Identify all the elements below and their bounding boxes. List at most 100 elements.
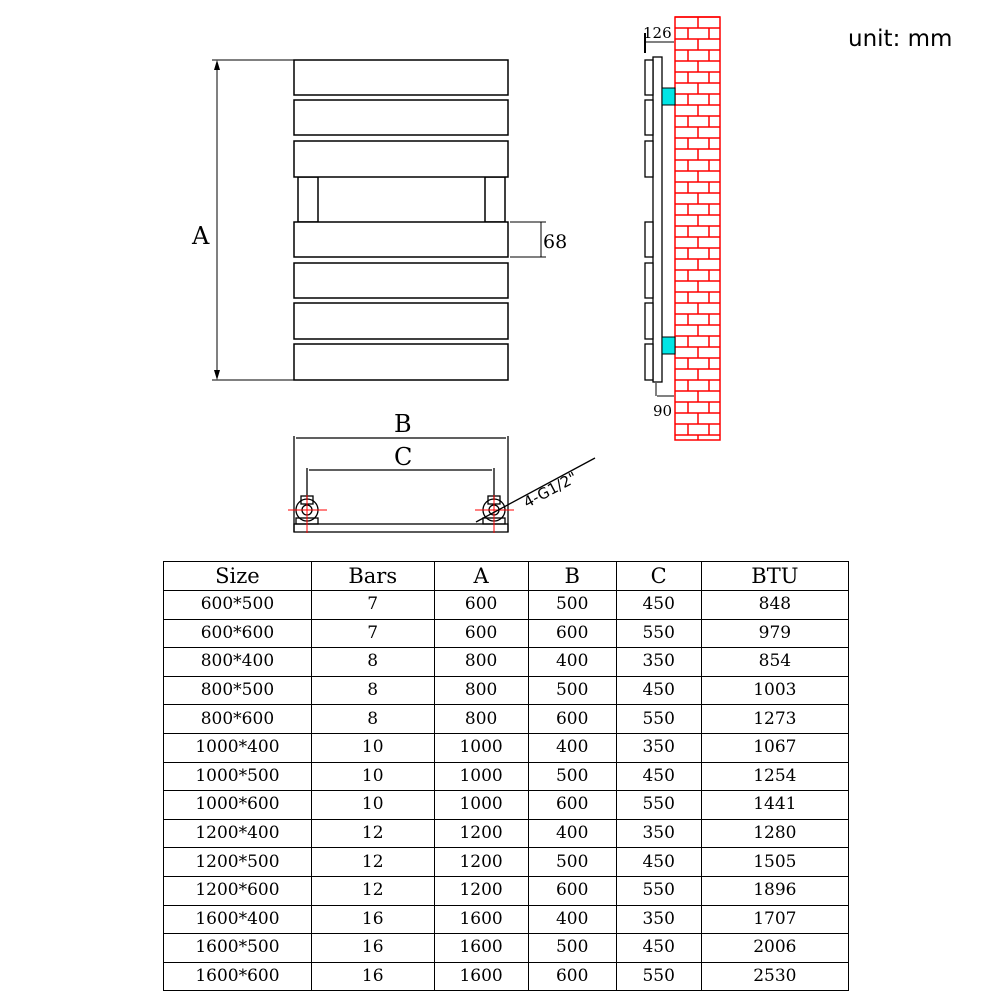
table-cell: 10 [310,761,435,792]
towel-bar [293,140,509,178]
table-row: 600*600 7 600 600 550 979 [163,618,850,649]
table-cell: 550 [615,618,702,649]
table-row: 1200*400 12 1200 400 350 1280 [163,818,850,849]
table-cell: 1600 [433,933,529,963]
front-view [212,59,546,381]
table-row: 1600*600 16 1600 600 550 2530 [163,961,850,992]
table-cell: 600 [527,961,617,992]
table-cell: 1000*600 [163,790,312,820]
table-cell: 10 [310,732,435,763]
gap-90-label: 90 [653,402,672,420]
table-row: 1600*500 16 1600 500 450 2006 [163,933,850,963]
table-cell: 8 [310,675,435,706]
table-cell: 848 [700,590,850,620]
table-cell: 500 [527,847,617,877]
table-cell: 7 [310,590,435,620]
table-cell: 600 [527,618,617,649]
side-bar [644,343,654,381]
side-bar [644,262,654,299]
table-cell: 450 [615,675,702,706]
table-cell: 450 [615,590,702,620]
side-bar [644,140,654,178]
table-row: 1000*400 10 1000 400 350 1067 [163,732,850,763]
column-header: BTU [700,561,850,591]
side-bar [644,99,654,136]
table-cell: 1600*400 [163,904,312,935]
table-cell: 16 [310,933,435,963]
table-cell: 1200*500 [163,847,312,877]
table-cell: 500 [527,675,617,706]
table-cell: 1200 [433,818,529,849]
table-cell: 854 [700,647,850,677]
table-cell: 400 [527,732,617,763]
dimension-68-label: 68 [543,231,567,253]
table-cell: 1200*400 [163,818,312,849]
table-cell: 500 [527,933,617,963]
column-header: B [527,561,617,591]
table-cell: 550 [615,875,702,906]
table-cell: 800*600 [163,704,312,734]
table-cell: 1600 [433,904,529,935]
table-header-row: Size Bars A B C BTU [163,561,850,591]
table-cell: 1003 [700,675,850,706]
table-cell: 550 [615,790,702,820]
side-view: 126 90 [643,16,721,441]
table-cell: 1200 [433,847,529,877]
table-cell: 1000 [433,732,529,763]
table-cell: 1600*500 [163,933,312,963]
table-cell: 7 [310,618,435,649]
table-cell: 10 [310,790,435,820]
table-cell: 12 [310,847,435,877]
side-bar [644,221,654,258]
table-cell: 16 [310,961,435,992]
table-row: 1600*400 16 1600 400 350 1707 [163,904,850,935]
table-cell: 800 [433,704,529,734]
towel-bar [293,99,509,136]
towel-bar [293,302,509,340]
table-cell: 400 [527,904,617,935]
table-cell: 16 [310,904,435,935]
towel-bar [293,221,509,258]
table-cell: 800 [433,647,529,677]
dimension-b-label: B [394,410,412,438]
table-cell: 800 [433,675,529,706]
table-cell: 550 [615,961,702,992]
dimension-c-label: C [394,443,412,471]
towel-bar [293,343,509,381]
table-cell: 2006 [700,933,850,963]
radiator-diagram: A 68 126 90 B C 4-G1/2" [191,16,721,533]
unit-label: unit: mm [848,26,953,52]
table-row: 600*500 7 600 500 450 848 [163,590,850,620]
table-cell: 1600*600 [163,961,312,992]
table-cell: 12 [310,818,435,849]
table-cell: 400 [527,818,617,849]
table-cell: 500 [527,590,617,620]
table-row: 1200*600 12 1200 600 550 1896 [163,875,850,906]
table-cell: 800*500 [163,675,312,706]
depth-126-label: 126 [643,24,672,42]
connection-leader-line [475,457,596,523]
table-cell: 12 [310,875,435,906]
table-cell: 450 [615,933,702,963]
dimension-a-label: A [191,222,210,250]
bottom-view [288,436,596,533]
column-header: Bars [310,561,435,591]
table-cell: 1441 [700,790,850,820]
table-cell: 1200 [433,875,529,906]
left-upright [297,176,319,223]
towel-bar [293,59,509,96]
table-row: 1000*600 10 1000 600 550 1441 [163,790,850,820]
table-cell: 450 [615,847,702,877]
table-cell: 1280 [700,818,850,849]
table-cell: 600*500 [163,590,312,620]
table-cell: 1896 [700,875,850,906]
table-cell: 500 [527,761,617,792]
table-cell: 600 [527,875,617,906]
column-header: A [433,561,529,591]
table-cell: 800*400 [163,647,312,677]
table-cell: 1000*400 [163,732,312,763]
table-cell: 1067 [700,732,850,763]
table-cell: 400 [527,647,617,677]
table-row: 800*400 8 800 400 350 854 [163,647,850,677]
table-cell: 1000*500 [163,761,312,792]
